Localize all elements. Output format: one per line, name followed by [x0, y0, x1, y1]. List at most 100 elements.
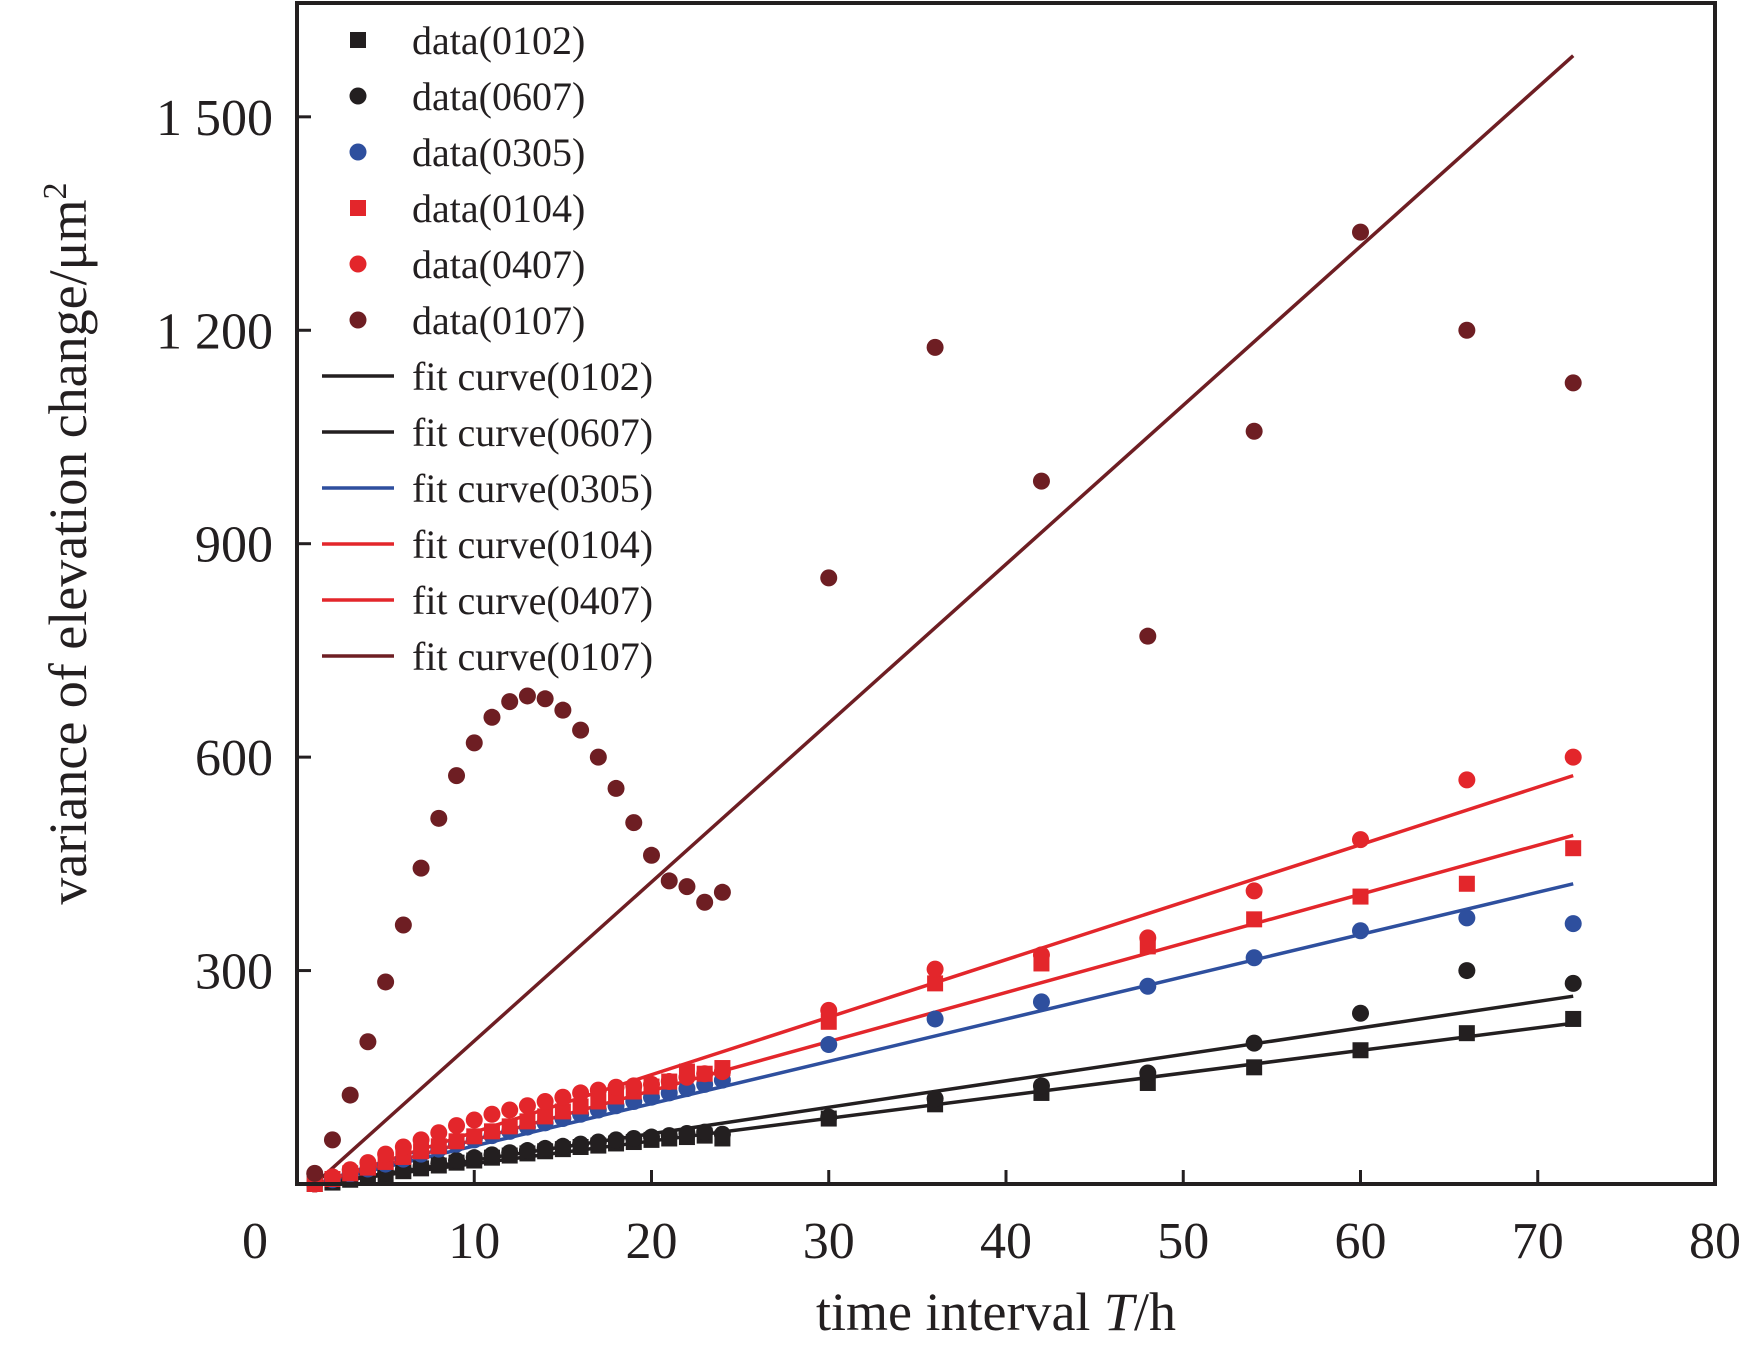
- data-point: [589, 748, 607, 766]
- data-point: [1565, 1010, 1582, 1027]
- data-point: [1352, 223, 1369, 241]
- legend-label: fit curve(0607): [412, 410, 653, 455]
- data-point: [713, 883, 731, 901]
- legend-circle-marker: [349, 255, 367, 273]
- legend-label: data(0607): [412, 74, 585, 119]
- data-point: [501, 693, 519, 711]
- data-point: [625, 814, 643, 832]
- data-point: [519, 1113, 536, 1130]
- data-point: [607, 1078, 625, 1096]
- y-tick-label: 1 500: [156, 90, 273, 147]
- data-point: [1564, 974, 1582, 992]
- data-point: [554, 701, 572, 719]
- data-point: [1458, 1025, 1475, 1042]
- x-tick-label: 30: [803, 1213, 855, 1270]
- legend-item: fit curve(0607): [322, 410, 653, 455]
- data-point: [412, 1131, 430, 1149]
- data-point: [323, 1131, 341, 1149]
- data-point: [448, 1152, 466, 1170]
- data-point: [572, 721, 590, 739]
- data-point: [430, 1124, 448, 1142]
- legend-circle-marker: [349, 311, 367, 329]
- data-point: [483, 1146, 501, 1164]
- data-point: [306, 1164, 324, 1182]
- data-point: [713, 1063, 731, 1081]
- data-point: [1032, 472, 1050, 490]
- data-point: [1032, 946, 1050, 964]
- data-point: [572, 1135, 590, 1153]
- legend-label: fit curve(0107): [412, 634, 653, 679]
- data-point: [501, 1144, 519, 1162]
- legend-item: data(0102): [350, 18, 585, 63]
- series-3-points: [306, 840, 1582, 1192]
- data-point: [394, 1138, 412, 1156]
- legend-item: data(0607): [349, 74, 585, 119]
- data-point: [660, 872, 678, 890]
- data-point: [430, 809, 448, 827]
- data-point: [926, 1010, 944, 1028]
- data-point: [394, 916, 412, 934]
- data-point: [1245, 1034, 1263, 1052]
- data-point: [926, 338, 944, 356]
- data-point: [1352, 922, 1369, 940]
- data-point: [1352, 831, 1369, 849]
- data-point: [466, 1128, 483, 1145]
- legend-label: data(0305): [412, 130, 585, 175]
- data-point: [1246, 911, 1263, 928]
- data-point: [678, 1068, 696, 1086]
- data-point: [1352, 1042, 1369, 1059]
- data-point: [660, 1073, 678, 1091]
- data-point: [518, 1097, 536, 1115]
- data-point: [927, 975, 944, 992]
- data-point: [607, 779, 625, 797]
- data-point: [518, 687, 536, 705]
- data-point: [1564, 748, 1582, 766]
- data-point: [483, 1105, 501, 1123]
- x-tick-label: 0: [242, 1213, 268, 1270]
- data-point: [1458, 875, 1475, 892]
- data-point: [465, 734, 483, 752]
- data-point: [554, 1137, 572, 1155]
- data-point: [572, 1084, 590, 1102]
- data-point: [377, 1145, 395, 1163]
- y-tick-label: 600: [195, 730, 273, 787]
- x-tick-label: 80: [1689, 1213, 1741, 1270]
- data-point: [465, 1111, 483, 1129]
- data-point: [1458, 909, 1476, 927]
- data-point: [518, 1142, 536, 1160]
- axis-ticks: 0 10 20 30 40 50 60 70 80 300 600 900 1 200 1 500: [156, 90, 1741, 1270]
- legend-item: fit curve(0407): [322, 578, 653, 623]
- series-1-points: [306, 962, 1582, 1193]
- data-point: [660, 1127, 678, 1145]
- data-point: [448, 767, 466, 785]
- data-point: [483, 1123, 500, 1140]
- x-tick-label: 50: [1157, 1213, 1209, 1270]
- data-point: [1458, 962, 1476, 980]
- data-points: [306, 223, 1582, 1193]
- data-point: [589, 1133, 607, 1151]
- legend-item: fit curve(0305): [322, 466, 653, 511]
- data-point: [536, 690, 554, 708]
- series-4-points: [306, 748, 1582, 1193]
- data-point: [820, 1108, 838, 1126]
- legend-circle-marker: [349, 143, 367, 161]
- data-point: [412, 859, 430, 877]
- legend-item: data(0305): [349, 130, 585, 175]
- data-point: [483, 708, 501, 726]
- data-point: [341, 1161, 359, 1179]
- data-point: [625, 1129, 643, 1147]
- fit-line-11: [313, 54, 1575, 1186]
- legend-item: data(0104): [350, 186, 585, 231]
- data-point: [572, 1098, 589, 1115]
- legend-label: fit curve(0407): [412, 578, 653, 623]
- legend-label: fit curve(0104): [412, 522, 653, 567]
- data-point: [678, 878, 696, 896]
- legend-item: fit curve(0104): [322, 522, 653, 567]
- y-tick-label: 1 200: [156, 303, 273, 360]
- y-axis-title: variance of elevation change/μm2: [37, 182, 98, 904]
- data-point: [926, 960, 944, 978]
- data-point: [820, 1036, 838, 1054]
- legend-label: data(0107): [412, 298, 585, 343]
- legend-label: fit curve(0305): [412, 466, 653, 511]
- legend-item: data(0107): [349, 298, 585, 343]
